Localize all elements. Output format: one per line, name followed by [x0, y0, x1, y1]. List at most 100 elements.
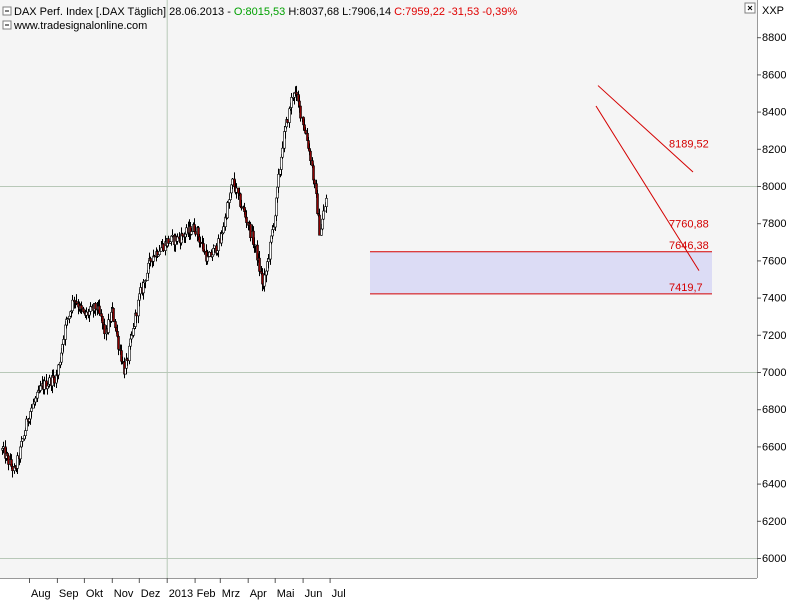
- candle-body: [11, 466, 14, 472]
- candle-body: [7, 455, 10, 465]
- y-tick-label: 8800: [762, 32, 786, 44]
- y-tick-label: 7200: [762, 330, 786, 342]
- x-tick-label: Jun: [305, 588, 323, 600]
- candle-body: [153, 255, 156, 258]
- candle-body: [80, 305, 83, 310]
- candle-body: [316, 193, 319, 214]
- candle-body: [299, 105, 302, 119]
- candle-body: [130, 335, 133, 340]
- candle-body: [162, 243, 165, 251]
- candle-body: [167, 238, 170, 244]
- level-label: 7646,38: [669, 240, 709, 252]
- candle-body: [176, 236, 179, 242]
- candle-body: [66, 318, 69, 320]
- candle-body: [318, 214, 321, 236]
- settings-icon[interactable]: [2, 20, 12, 30]
- candle-body: [75, 301, 78, 304]
- y-tick-label: 8600: [762, 69, 786, 81]
- candle-body: [281, 147, 284, 158]
- candle-body: [298, 100, 301, 107]
- level-label: 8189,52: [669, 139, 709, 151]
- candle-body: [208, 251, 211, 257]
- candle-body: [231, 178, 234, 186]
- candle-body: [226, 202, 229, 219]
- candle-body: [267, 258, 270, 262]
- candle-body: [62, 339, 65, 345]
- level-label: 7419,7: [669, 282, 703, 294]
- candle-body: [98, 305, 101, 314]
- candle-body: [2, 446, 5, 449]
- y-tick-label: 6200: [762, 516, 786, 528]
- candle-body: [213, 245, 216, 249]
- x-tick-label: Aug: [31, 588, 51, 600]
- website-label: www.tradesignalonline.com: [13, 20, 147, 32]
- candle-body: [304, 129, 307, 134]
- candle-body: [144, 280, 147, 282]
- candle-body: [295, 91, 298, 95]
- candle-body: [16, 455, 19, 469]
- x-tick-label: Sep: [59, 588, 79, 600]
- x-tick-label: Apr: [250, 588, 267, 600]
- x-tick-label: Okt: [86, 588, 103, 600]
- candle-body: [245, 216, 248, 223]
- candle-body: [235, 187, 238, 193]
- candle-body: [126, 358, 129, 362]
- x-tick-label: Nov: [114, 588, 134, 600]
- y-tick-label: 8000: [762, 181, 786, 193]
- x-tick-label: 2013: [169, 588, 193, 600]
- instrument-label: DAX Perf. Index [.DAX Täglich] 28.06.201…: [14, 6, 234, 18]
- candle-body: [71, 299, 74, 312]
- x-tick-label: Mrz: [222, 588, 240, 600]
- candle-body: [158, 250, 161, 255]
- candle-body: [112, 308, 115, 322]
- candle-body: [21, 438, 24, 442]
- candle-body: [181, 233, 184, 237]
- y-tick-label: 7400: [762, 293, 786, 305]
- y-tick-label: 6000: [762, 553, 786, 565]
- candle-body: [135, 312, 138, 317]
- header: DAX Perf. Index [.DAX Täglich] 28.06.201…: [2, 2, 784, 32]
- candle-body: [321, 218, 324, 230]
- y-tick-label: 7800: [762, 218, 786, 230]
- y-tick-label: 6800: [762, 404, 786, 416]
- candle-body: [249, 223, 252, 238]
- candle-body: [39, 385, 42, 391]
- candle-body: [139, 287, 142, 295]
- support-zone-fill: [370, 251, 712, 294]
- candle-body: [36, 391, 39, 399]
- candle-body: [190, 231, 193, 235]
- collapse-icon[interactable]: [2, 6, 12, 16]
- high-value: H:8037,68: [285, 6, 339, 18]
- candle-body: [290, 97, 293, 108]
- candle-body: [194, 231, 197, 235]
- candle-body: [199, 241, 202, 244]
- candle-body: [30, 407, 33, 412]
- candle-body: [121, 360, 124, 363]
- candle-body: [85, 311, 88, 316]
- upper-trend-line: [597, 85, 694, 173]
- candle-body: [288, 108, 291, 123]
- candle-body: [217, 238, 220, 251]
- support-zone: [370, 251, 712, 295]
- level-labels: 8189,52 7760,88 7646,38 7419,7: [669, 139, 709, 294]
- candle-body: [117, 336, 120, 350]
- candle-body: [24, 430, 27, 436]
- candle-body: [272, 226, 275, 230]
- y-tick-label: 8200: [762, 144, 786, 156]
- chart-header: DAX Perf. Index [.DAX Täglich] 28.06.201…: [14, 6, 517, 18]
- candle-body: [94, 303, 97, 310]
- candle-body: [222, 226, 225, 234]
- x-tick-label: Jul: [332, 588, 346, 600]
- candle-body: [103, 324, 106, 335]
- candles: [1, 85, 328, 478]
- lower-trend-line: [595, 105, 700, 271]
- y-tick-label: 6400: [762, 479, 786, 491]
- candle-body: [114, 321, 117, 329]
- close-icon[interactable]: [744, 2, 756, 14]
- candle-body: [325, 198, 328, 207]
- candle-body: [101, 316, 104, 324]
- candle-body: [240, 206, 243, 209]
- axis-unit-label: XXP: [762, 5, 784, 17]
- candle-body: [34, 397, 37, 403]
